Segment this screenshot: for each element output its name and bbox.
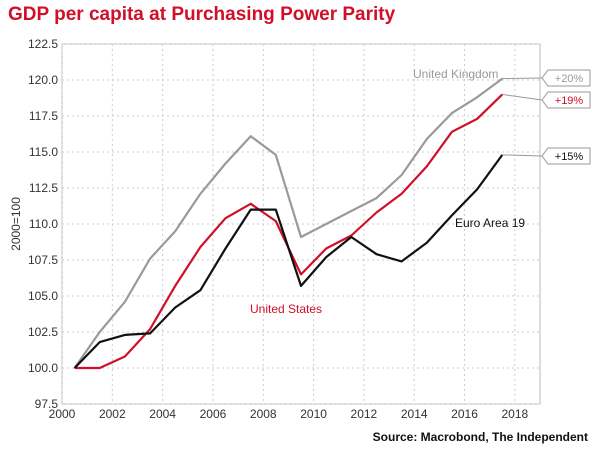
y-tick-label: 110.0 — [29, 217, 58, 231]
series-label: Euro Area 19 — [455, 216, 525, 230]
callout-tag — [541, 91, 591, 109]
callout-tag — [541, 147, 591, 165]
y-tick-label: 97.5 — [35, 397, 59, 411]
callout-tag — [541, 69, 591, 87]
y-tick-label: 122.5 — [28, 37, 58, 51]
x-tick-label: 2004 — [149, 407, 176, 421]
callout-leader — [502, 77, 543, 80]
y-tick-label: 120.0 — [28, 73, 58, 87]
y-tick-label: 112.5 — [29, 181, 58, 195]
series-line-euro-area-19 — [73, 154, 504, 369]
y-tick-label: 105.0 — [28, 289, 58, 303]
series-line-united-kingdom — [73, 77, 503, 369]
callout-label: +20% — [555, 73, 584, 85]
callout-label: +19% — [555, 95, 584, 107]
x-tick-label: 2006 — [200, 407, 227, 421]
x-tick-label: 2014 — [401, 407, 428, 421]
y-tick-label: 115.0 — [29, 145, 58, 159]
series-label: United States — [250, 302, 322, 316]
x-tick-label: 2018 — [501, 407, 528, 421]
source-note: Source: Macrobond, The Independent — [372, 430, 588, 444]
y-axis-title: 2000=100 — [9, 197, 23, 251]
x-tick-label: 2002 — [99, 407, 126, 421]
x-tick-label: 2010 — [300, 407, 327, 421]
y-tick-label: 107.5 — [28, 253, 58, 267]
x-tick-label: 2008 — [250, 407, 277, 421]
series-label: United Kingdom — [413, 67, 498, 81]
x-tick-label: 2012 — [351, 407, 378, 421]
callout-label: +15% — [555, 151, 584, 163]
x-tick-label: 2016 — [451, 407, 478, 421]
callout-leader — [502, 93, 543, 101]
y-tick-label: 102.5 — [28, 325, 58, 339]
y-tick-label: 100.0 — [28, 361, 58, 375]
chart-title: GDP per capita at Purchasing Power Parit… — [8, 4, 396, 25]
y-tick-label: 117.5 — [29, 109, 58, 123]
callout-leader — [502, 154, 543, 157]
x-tick-label: 2000 — [49, 407, 76, 421]
